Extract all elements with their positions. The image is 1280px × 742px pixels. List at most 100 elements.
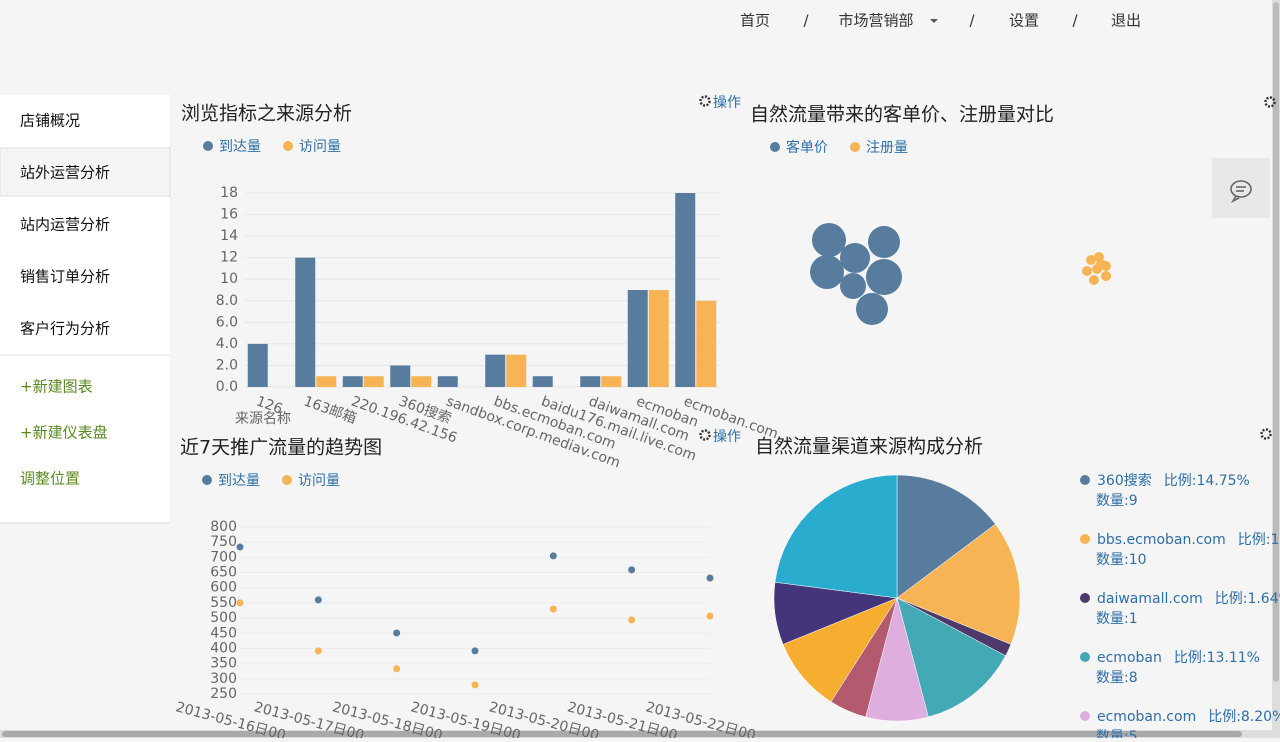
legend-label: ecmoban 比例:13.11% <box>1097 650 1260 666</box>
action-link[interactable]: +新建图表 <box>20 378 93 396</box>
legend-count: 数量:8 <box>1096 670 1138 686</box>
point <box>628 566 636 574</box>
scroll-thumb[interactable] <box>1273 2 1279 682</box>
bubble <box>1082 266 1092 276</box>
count-label: 数量: <box>1096 670 1129 686</box>
bar <box>627 290 648 387</box>
legend-label[interactable]: 访问量 <box>298 473 340 489</box>
bar <box>485 354 506 387</box>
chart-action[interactable]: 操作 <box>713 95 741 111</box>
ratio-label: 比例: <box>1238 532 1271 548</box>
y-tick-label: 10 <box>220 271 238 287</box>
action-link[interactable]: 调整位置 <box>20 470 80 488</box>
legend-swatch <box>1080 711 1090 721</box>
bubble <box>1101 271 1111 281</box>
bar <box>580 376 601 387</box>
chart-title: 浏览指标之来源分析 <box>181 103 352 125</box>
ratio-label: 比例: <box>1174 650 1207 666</box>
pie-slice <box>782 597 898 703</box>
legend-count: 数量:9 <box>1096 493 1138 509</box>
legend-swatch <box>1080 534 1090 544</box>
menu-item[interactable]: 站内运营分析 <box>20 216 110 234</box>
chart-title: 近7天推广流量的趋势图 <box>180 437 382 459</box>
bubble <box>856 293 888 325</box>
point <box>236 599 244 607</box>
nav-separator: / <box>969 12 975 30</box>
ratio-label: 比例: <box>1164 473 1197 489</box>
legend-swatch <box>283 141 293 151</box>
bar <box>696 300 717 387</box>
legend-name: ecmoban <box>1097 650 1162 666</box>
legend-count: 数量:5 <box>1096 729 1138 738</box>
y-tick-label: 4.0 <box>216 336 238 352</box>
menu-item[interactable]: 店铺概况 <box>20 112 80 130</box>
menu-item[interactable]: 销售订单分析 <box>20 268 110 286</box>
nav-separator: / <box>1072 12 1078 30</box>
legend-name: bbs.ecmoban.com <box>1097 532 1226 548</box>
y-tick-label: 700 <box>210 549 237 565</box>
count-value: 5 <box>1129 729 1138 738</box>
nav-link[interactable]: 设置 <box>1009 12 1039 30</box>
count-value: 1 <box>1129 611 1138 627</box>
x-axis-label: 来源名称 <box>235 411 291 427</box>
pie-slice <box>896 597 1006 718</box>
legend-swatch <box>770 142 780 152</box>
y-tick-label: 14 <box>220 228 238 244</box>
y-tick-label: 16 <box>220 207 238 223</box>
y-tick-label: 300 <box>210 671 237 687</box>
nav-link[interactable]: 市场营销部 <box>838 12 913 30</box>
point <box>393 665 401 673</box>
count-label: 数量: <box>1096 611 1129 627</box>
legend-label[interactable]: 注册量 <box>866 140 908 156</box>
y-tick-label: 12 <box>220 250 238 266</box>
legend-swatch <box>1080 652 1090 662</box>
legend-label[interactable]: 客单价 <box>786 139 828 156</box>
y-tick-label: 750 <box>210 534 237 550</box>
feedback-button[interactable] <box>1212 158 1270 218</box>
menu-item[interactable]: 客户行为分析 <box>20 320 110 338</box>
point <box>471 681 479 689</box>
point <box>236 543 244 551</box>
legend-swatch <box>1080 593 1090 603</box>
count-value: 10 <box>1129 552 1147 568</box>
x-tick-label: 163邮箱 <box>302 393 359 427</box>
legend-count: 数量:10 <box>1096 552 1147 568</box>
bar <box>247 343 268 387</box>
pie-slice <box>896 474 996 599</box>
legend-swatch <box>203 141 213 151</box>
bubble <box>868 226 900 258</box>
bar <box>601 376 622 387</box>
point <box>393 629 401 637</box>
gear <box>1264 96 1276 108</box>
gear-hole <box>1268 100 1272 104</box>
bar <box>648 290 669 387</box>
action-link[interactable]: +新建仪表盘 <box>20 424 108 442</box>
y-tick-label: 800 <box>210 519 237 535</box>
legend-label[interactable]: 到达量 <box>218 473 260 489</box>
gear <box>1260 428 1272 440</box>
nav-separator: / <box>803 12 809 30</box>
legend-name: 360搜索 <box>1097 472 1152 489</box>
gear-icon <box>1260 428 1272 440</box>
y-tick-label: 350 <box>210 656 237 672</box>
count-value: 8 <box>1129 670 1138 686</box>
gear-hole <box>703 433 707 437</box>
scroll-thumb[interactable] <box>2 731 1242 737</box>
chart-action[interactable]: 操作 <box>713 429 741 445</box>
menu-item[interactable]: 站外运营分析 <box>20 164 110 182</box>
count-label: 数量: <box>1096 552 1129 568</box>
ratio-label: 比例: <box>1208 709 1241 725</box>
gear-hole <box>1264 432 1268 436</box>
legend-swatch <box>850 142 860 152</box>
ratio-value: 13.11% <box>1207 650 1260 666</box>
nav-link[interactable]: 退出 <box>1111 12 1141 30</box>
ratio-label: 比例: <box>1215 591 1248 607</box>
pie-slice <box>774 474 898 599</box>
legend-label[interactable]: 访问量 <box>299 139 341 155</box>
legend-label[interactable]: 到达量 <box>219 139 261 155</box>
gear-hole <box>703 99 707 103</box>
nav-link[interactable]: 首页 <box>740 12 770 30</box>
point <box>549 552 557 560</box>
count-label: 数量: <box>1096 729 1129 738</box>
dropdown-caret <box>930 19 938 23</box>
